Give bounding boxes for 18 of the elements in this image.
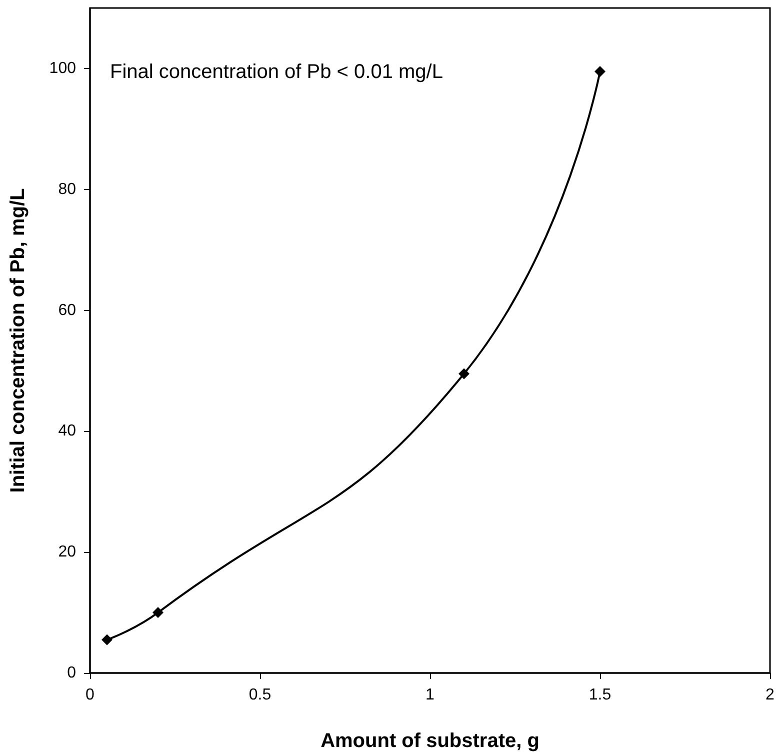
- y-tick-label: 40: [58, 422, 76, 440]
- point: [458, 368, 470, 380]
- y-tick-label: 80: [58, 180, 76, 198]
- x-tick-label: 0.5: [248, 686, 272, 704]
- x-tick-label: 0: [86, 686, 95, 704]
- x-tick-label: 1: [426, 686, 435, 704]
- point: [594, 66, 606, 77]
- point: [102, 634, 112, 646]
- x-axis-title: Amount of substrate, g: [320, 730, 540, 752]
- y-tick-label: 20: [58, 544, 76, 561]
- x-tick-label: 2: [766, 686, 775, 704]
- annotation: Final concentration of Pb < 0.01 mg/L: [110, 61, 443, 83]
- y-tick-label: 0: [67, 664, 76, 682]
- x-tick-label: 1.5: [588, 686, 612, 704]
- point: [152, 607, 164, 618]
- y-tick-label: 60: [58, 302, 76, 319]
- y-tick-label: 100: [49, 60, 76, 77]
- y-axis-title: Initial concentration of Pb, mg/L: [7, 188, 29, 493]
